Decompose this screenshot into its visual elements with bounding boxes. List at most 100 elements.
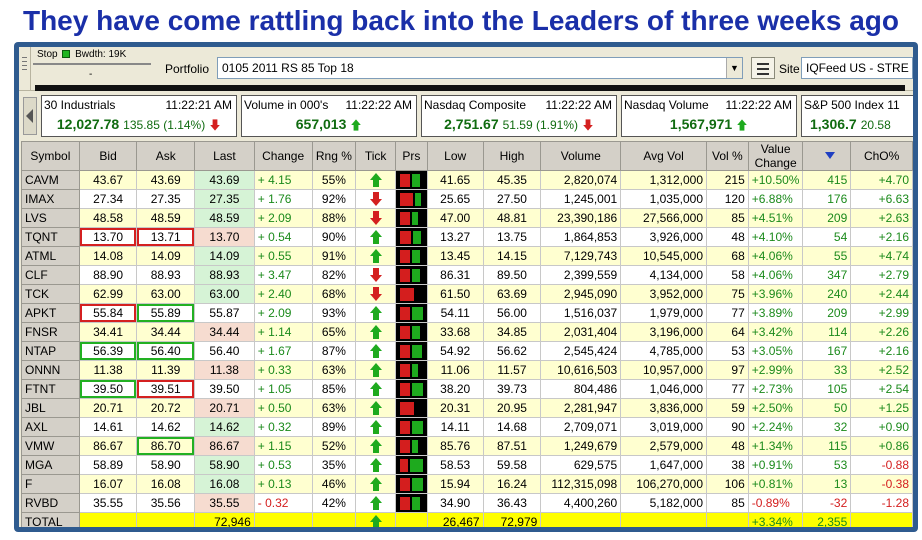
cell-pressure[interactable] [395, 379, 428, 399]
cell-value-change-pct[interactable]: +6.88% [747, 189, 804, 209]
cell-tick[interactable] [355, 436, 396, 456]
cell-bid[interactable]: 34.41 [78, 322, 138, 342]
cell-volume-pct[interactable]: 77 [706, 303, 749, 323]
column-header-ask[interactable]: Ask [136, 141, 196, 171]
cell-low[interactable]: 13.27 [426, 227, 484, 247]
cell-value-change-pct[interactable]: +0.91% [747, 455, 804, 475]
cell-bid[interactable]: 58.89 [78, 455, 138, 475]
cell-volume[interactable]: 804,486 [540, 379, 622, 399]
cell-bid[interactable]: 11.38 [78, 360, 138, 380]
table-row[interactable]: JBL 20.71 20.72 20.71 + 0.50 63% 20.31 20.95 2,2… [21, 398, 913, 418]
cell-value-change-pct[interactable]: +2.73% [747, 379, 804, 399]
column-header-bid[interactable]: Bid [78, 141, 138, 171]
cell-avg-volume[interactable]: 4,785,000 [620, 341, 707, 361]
cell-pressure[interactable] [395, 493, 428, 513]
cell-change[interactable]: + 4.15 [253, 170, 313, 190]
cell-volume[interactable]: 23,390,186 [540, 208, 622, 228]
cell-ask[interactable]: 43.69 [136, 170, 196, 190]
cell-high[interactable]: 20.95 [482, 398, 542, 418]
table-row[interactable]: FTNT 39.50 39.51 39.50 + 1.05 85% 38.20 39.73 80… [21, 379, 913, 399]
cell-tick[interactable] [355, 208, 396, 228]
cell-pressure[interactable] [395, 284, 428, 304]
cell-low[interactable]: 11.06 [426, 360, 484, 380]
cell-bid[interactable]: 88.90 [78, 265, 138, 285]
cell-ask[interactable]: 39.51 [136, 379, 196, 399]
index-panel-volume[interactable]: Volume in 000's 11:22:22 AM 657,013 [241, 95, 417, 137]
cell-high[interactable]: 14.68 [482, 417, 542, 437]
cell-value-change[interactable]: 240 [802, 284, 852, 304]
column-header-symbol[interactable]: Symbol [21, 141, 80, 171]
portfolio-select[interactable]: 0105 2011 RS 85 Top 18 ▼ [217, 57, 743, 79]
cell-tick[interactable] [355, 455, 396, 475]
cell-symbol[interactable]: AXL [21, 417, 80, 437]
cell-bid[interactable]: 14.08 [78, 246, 138, 266]
cell-low[interactable]: 85.76 [426, 436, 484, 456]
cell-symbol[interactable]: JBL [21, 398, 80, 418]
cell-range-pct[interactable]: 87% [311, 341, 357, 361]
cell-high[interactable]: 87.51 [482, 436, 542, 456]
cell-volume-pct[interactable]: 97 [706, 360, 749, 380]
cell-tick[interactable] [355, 341, 396, 361]
cell-change[interactable]: + 0.32 [253, 417, 313, 437]
cell-high[interactable]: 39.73 [482, 379, 542, 399]
cell-low[interactable]: 15.94 [426, 474, 484, 494]
stop-status[interactable]: Stop Bwdth: 19K [37, 49, 126, 60]
cell-bid[interactable]: 62.99 [78, 284, 138, 304]
cell-low[interactable]: 13.45 [426, 246, 484, 266]
cell-value-change-pct[interactable]: +3.96% [747, 284, 804, 304]
cell-change-from-open[interactable]: +6.63 [850, 189, 913, 209]
cell-high[interactable]: 16.24 [482, 474, 542, 494]
cell-value-change-pct[interactable]: +4.10% [747, 227, 804, 247]
cell-low[interactable]: 33.68 [426, 322, 484, 342]
cell-value-change[interactable]: 114 [802, 322, 852, 342]
cell-high[interactable]: 13.75 [482, 227, 542, 247]
cell-low[interactable]: 54.92 [426, 341, 484, 361]
cell-value-change-pct[interactable]: +2.24% [747, 417, 804, 437]
cell-change-from-open[interactable]: +1.25 [850, 398, 913, 418]
cell-last[interactable]: 55.87 [194, 303, 255, 323]
cell-value-change-pct[interactable]: +2.99% [747, 360, 804, 380]
cell-last[interactable]: 58.90 [194, 455, 255, 475]
cell-value-change-pct[interactable]: +3.89% [747, 303, 804, 323]
cell-low[interactable]: 54.11 [426, 303, 484, 323]
cell-volume-pct[interactable]: 85 [706, 493, 749, 513]
cell-range-pct[interactable]: 92% [311, 189, 357, 209]
cell-change-from-open[interactable]: +2.63 [850, 208, 913, 228]
cell-volume[interactable]: 629,575 [540, 455, 622, 475]
cell-ask[interactable]: 14.09 [136, 246, 196, 266]
cell-low[interactable]: 86.31 [426, 265, 484, 285]
cell-avg-volume[interactable]: 1,035,000 [620, 189, 707, 209]
cell-value-change[interactable]: -32 [802, 493, 852, 513]
cell-volume-pct[interactable]: 85 [706, 208, 749, 228]
cell-change-from-open[interactable]: +0.86 [850, 436, 913, 456]
cell-ask[interactable]: 48.59 [136, 208, 196, 228]
cell-volume[interactable]: 112,315,098 [540, 474, 622, 494]
cell-high[interactable]: 59.58 [482, 455, 542, 475]
column-header-value-change[interactable]: Value Change [747, 141, 804, 171]
cell-pressure[interactable] [395, 455, 428, 475]
sort-descending-icon[interactable] [824, 152, 835, 159]
cell-ask[interactable]: 27.35 [136, 189, 196, 209]
cell-symbol[interactable]: ONNN [21, 360, 80, 380]
cell-value-change[interactable]: 209 [802, 303, 852, 323]
cell-volume[interactable]: 2,945,090 [540, 284, 622, 304]
cell-change-from-open[interactable]: -0.88 [850, 455, 913, 475]
cell-volume[interactable]: 7,129,743 [540, 246, 622, 266]
cell-avg-volume[interactable]: 1,979,000 [620, 303, 707, 323]
cell-avg-volume[interactable]: 3,952,000 [620, 284, 707, 304]
cell-pressure[interactable] [395, 227, 428, 247]
cell-bid[interactable]: 39.50 [78, 379, 138, 399]
cell-change[interactable]: + 3.47 [253, 265, 313, 285]
column-header-volume[interactable]: Volume [540, 141, 622, 171]
cell-value-change[interactable]: 167 [802, 341, 852, 361]
cell-range-pct[interactable]: 85% [311, 379, 357, 399]
cell-range-pct[interactable]: 90% [311, 227, 357, 247]
cell-avg-volume[interactable]: 3,019,000 [620, 417, 707, 437]
cell-change-from-open[interactable]: -1.28 [850, 493, 913, 513]
column-header-prs[interactable]: Prs [395, 141, 428, 171]
cell-ask[interactable]: 11.39 [136, 360, 196, 380]
cell-symbol[interactable]: FNSR [21, 322, 80, 342]
column-header-high[interactable]: High [482, 141, 542, 171]
cell-change[interactable]: + 0.13 [253, 474, 313, 494]
cell-ask[interactable]: 35.56 [136, 493, 196, 513]
